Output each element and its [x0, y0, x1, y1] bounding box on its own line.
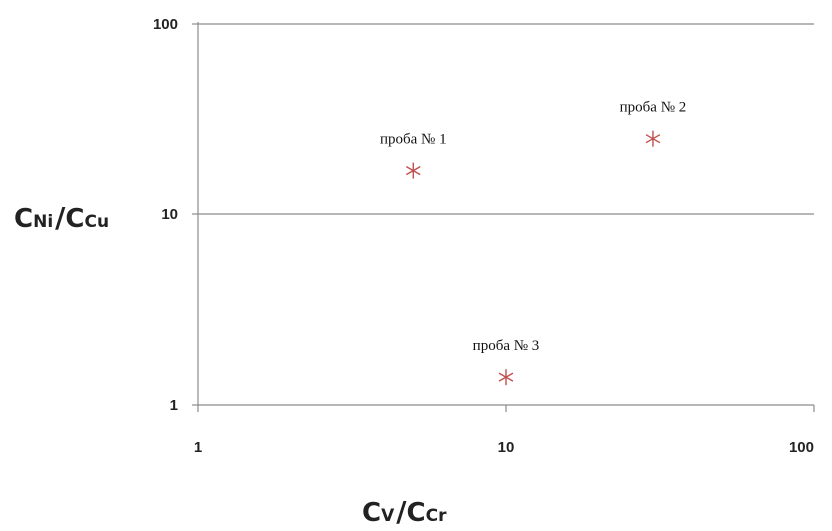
data-point-2 — [645, 130, 661, 147]
data-point-1 — [405, 162, 421, 179]
y-tick-label-100: 100 — [153, 16, 178, 33]
data-label-2: проба № 2 — [620, 100, 687, 116]
y-tick-label-10: 10 — [161, 206, 178, 223]
data-point-3 — [498, 369, 514, 386]
data-label-1: проба № 1 — [380, 132, 447, 148]
x-tick-label-100: 100 — [789, 439, 814, 456]
x-axis-title: CV/CCr — [362, 495, 447, 528]
data-label-3: проба № 3 — [473, 338, 540, 354]
y-axis-title: CNi/CCu — [14, 201, 109, 234]
x-tick-label-10: 10 — [498, 439, 515, 456]
x-tick-label-1: 1 — [194, 439, 202, 456]
data-points-layer: проба № 1 проба № 2 проба № 3 — [380, 100, 687, 386]
y-tick-label-1: 1 — [170, 397, 178, 414]
